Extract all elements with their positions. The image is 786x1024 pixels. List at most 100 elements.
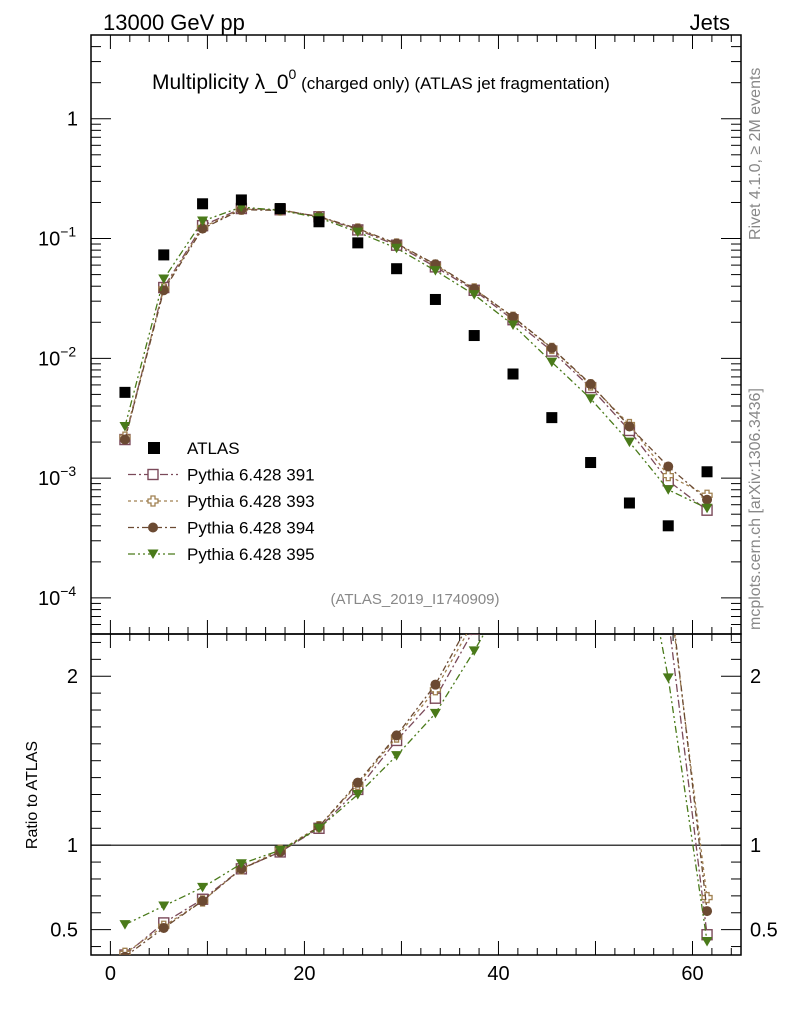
ratio-point bbox=[624, 469, 635, 479]
ratio-point bbox=[663, 612, 673, 622]
ratio-point bbox=[391, 751, 403, 761]
series-point bbox=[158, 274, 170, 284]
series-point bbox=[662, 469, 674, 482]
ratio-point bbox=[352, 790, 364, 800]
legend-label: Pythia 6.428 391 bbox=[187, 466, 315, 485]
ratio-point bbox=[119, 920, 131, 930]
ratio-point bbox=[547, 401, 557, 411]
ratio-point bbox=[547, 384, 557, 394]
axis-ticks bbox=[91, 34, 741, 955]
tick-labels: 0 20 40 60 10−4 10−3 10−2 10−1 1 0.5 0.5 1 1 2 2 bbox=[38, 109, 778, 985]
series-point bbox=[663, 461, 674, 472]
series-point bbox=[468, 290, 480, 300]
ratio-point bbox=[508, 502, 518, 512]
series-line bbox=[124, 207, 708, 511]
chart-title: Multiplicity λ_00 (charged only) (ATLAS … bbox=[152, 66, 610, 94]
ratio-line bbox=[124, 634, 708, 955]
series-point bbox=[197, 216, 209, 227]
ratio-point bbox=[586, 266, 596, 276]
ratio-point bbox=[158, 922, 169, 933]
analysis-id: (ATLAS_2019_I1740909) bbox=[330, 591, 499, 608]
ratio-point bbox=[508, 511, 518, 521]
legend-marker bbox=[147, 549, 159, 559]
legend-label: Pythia 6.428 395 bbox=[187, 545, 315, 564]
legend-marker bbox=[148, 522, 158, 533]
series-point bbox=[701, 503, 713, 514]
data-point bbox=[391, 263, 403, 275]
series-point bbox=[391, 243, 403, 254]
ratio-y-tick-label-right: 0.5 bbox=[750, 920, 778, 942]
ratio-point bbox=[469, 615, 479, 625]
ratio-point bbox=[663, 570, 673, 580]
ratio-y-tick-label-right: 2 bbox=[750, 666, 761, 688]
legend: ATLAS Pythia 6.428 391 Pythia 6.428 393 Pyt… bbox=[128, 439, 315, 564]
mcplots-label: mcplots.cern.ch [arXiv:1306.3436] bbox=[747, 388, 764, 630]
series-point bbox=[119, 434, 130, 445]
legend-marker bbox=[147, 468, 159, 481]
ratio-layer bbox=[91, 249, 741, 955]
ratio-point bbox=[662, 673, 674, 683]
series-point bbox=[119, 421, 131, 432]
ratio-point bbox=[468, 634, 480, 635]
data-point bbox=[662, 520, 674, 532]
ratio-y-tick-label: 0.5 bbox=[50, 920, 78, 942]
rivet-label: Rivet 4.1.0, ≥ 2M events bbox=[747, 68, 764, 240]
series-point bbox=[508, 311, 519, 322]
ratio-point bbox=[546, 511, 557, 520]
ratio-point bbox=[235, 859, 247, 869]
series-point bbox=[546, 357, 558, 368]
ratio-point bbox=[274, 845, 286, 856]
data-point bbox=[235, 194, 247, 206]
y-tick-label: 10−4 bbox=[38, 583, 76, 610]
ratio-point bbox=[352, 777, 363, 788]
ratio-point bbox=[701, 936, 713, 947]
series-point bbox=[702, 494, 713, 505]
legend-label: Pythia 6.428 393 bbox=[187, 492, 315, 511]
ratio-point bbox=[391, 730, 402, 741]
series-layer bbox=[119, 194, 713, 532]
y-tick-label: 10−2 bbox=[38, 343, 76, 370]
data-point bbox=[623, 497, 635, 509]
data-point bbox=[197, 198, 209, 210]
data-point bbox=[585, 457, 597, 469]
x-tick-label: 0 bbox=[105, 963, 116, 985]
ratio-point bbox=[586, 300, 596, 310]
ratio-line bbox=[124, 634, 708, 954]
energy-label: 13000 GeV pp bbox=[103, 10, 245, 35]
series-point bbox=[585, 394, 597, 404]
y-tick-label: 1 bbox=[67, 109, 78, 131]
series-point bbox=[662, 485, 674, 495]
ratio-point bbox=[624, 283, 634, 293]
ratio-point bbox=[197, 895, 208, 906]
ratio-point bbox=[586, 249, 596, 259]
ratio-ylabel: Ratio to ATLAS bbox=[24, 741, 41, 849]
data-point bbox=[313, 216, 325, 228]
ratio-point bbox=[120, 951, 130, 955]
title-suffix: (ATLAS jet fragmentation) bbox=[410, 74, 610, 93]
ratio-point bbox=[236, 863, 247, 874]
ratio-y-tick-label: 1 bbox=[67, 835, 78, 857]
data-point bbox=[352, 237, 364, 249]
y-tick-label: 10−3 bbox=[38, 463, 76, 490]
ratio-point bbox=[469, 609, 479, 619]
series-point bbox=[429, 266, 441, 276]
ratio-point bbox=[197, 882, 209, 893]
series-point bbox=[352, 227, 364, 238]
ratio-point bbox=[702, 906, 713, 917]
ratio-point bbox=[468, 646, 480, 656]
legend-marker-data bbox=[148, 442, 160, 454]
data-point bbox=[158, 249, 170, 261]
ratio-point bbox=[663, 578, 673, 588]
series-line bbox=[124, 209, 708, 501]
ratio-point bbox=[701, 891, 713, 904]
data-point bbox=[546, 412, 558, 424]
ratio-point bbox=[313, 823, 325, 834]
title-charged: (charged only) bbox=[296, 74, 409, 93]
data-point bbox=[274, 203, 286, 215]
series-point bbox=[546, 342, 557, 353]
series-point bbox=[624, 421, 635, 432]
data-point bbox=[507, 368, 519, 380]
legend-marker bbox=[147, 495, 159, 507]
ratio-point bbox=[624, 266, 634, 276]
y-tick-label: 10−1 bbox=[38, 224, 76, 251]
